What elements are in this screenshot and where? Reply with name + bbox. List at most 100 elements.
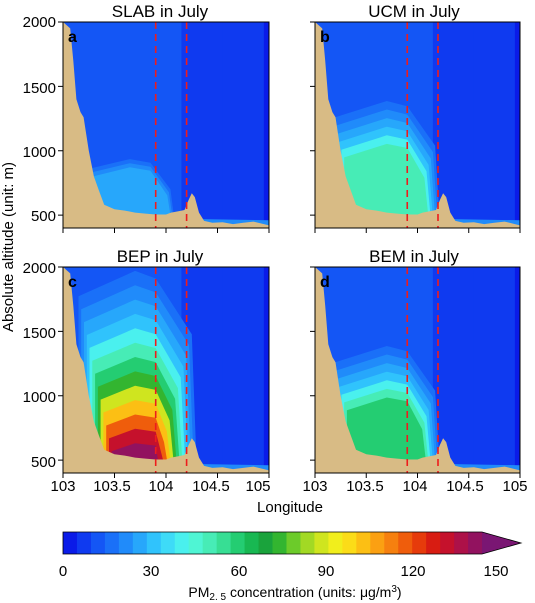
- x-tick-left-105: 105: [245, 478, 270, 495]
- colorbar-swatch: [104, 532, 120, 554]
- panel-c-plot-area: [58, 266, 270, 478]
- colorbar-swatch: [454, 532, 469, 554]
- x-tick-labels: 103 103.5 104 104.5 105 103 103.5 104 10…: [50, 478, 527, 495]
- terrain: [315, 22, 520, 228]
- field-band: [432, 22, 475, 228]
- plume-contour: [344, 143, 430, 228]
- colorbar: 0 30 60 90 120 150 PM2. 5 concentration …: [59, 531, 523, 603]
- colorbar-tick-120: 120: [400, 563, 425, 580]
- y-tick-bot-1500: 1500: [23, 325, 56, 342]
- colorbar-label-middle: concentration (units: μg/m: [226, 584, 391, 600]
- colorbar-label: PM2. 5 concentration (units: μg/m3): [188, 584, 401, 603]
- colorbar-swatch: [188, 532, 204, 554]
- colorbar-tick-30: 30: [143, 563, 160, 580]
- colorbar-swatch: [314, 532, 329, 554]
- x-tick-right-104.5: 104.5: [446, 478, 484, 495]
- panel-b-letter: b: [320, 29, 330, 46]
- x-tick-left-103: 103: [50, 478, 75, 495]
- x-tick-right-103.5: 103.5: [346, 478, 384, 495]
- terrain: [315, 267, 520, 473]
- terrain: [63, 267, 269, 473]
- colorbar-swatch: [90, 532, 106, 554]
- colorbar-outline: [62, 531, 523, 555]
- x-tick-right-104: 104: [402, 478, 427, 495]
- terrain: [63, 22, 269, 228]
- panel-d-letter: d: [320, 274, 330, 291]
- colorbar-swatch: [76, 532, 92, 554]
- colorbar-label-subscript: 2. 5: [209, 592, 226, 603]
- colorbar-ticks: 0 30 60 90 120 150: [59, 563, 509, 580]
- colorbar-swatch: [328, 532, 343, 554]
- x-tick-right-103: 103: [302, 478, 327, 495]
- colorbar-swatch: [426, 532, 441, 554]
- colorbar-swatch: [216, 532, 232, 554]
- colorbar-label-end: ): [397, 584, 402, 600]
- colorbar-swatch: [300, 532, 316, 554]
- panel-b: UCM in July b: [310, 2, 521, 233]
- x-tick-left-104.5: 104.5: [192, 478, 230, 495]
- colorbar-swatch: [202, 532, 218, 554]
- colorbar-swatch: [244, 532, 260, 554]
- y-axis-label: Absolute altitude (unit: m): [0, 162, 17, 332]
- colorbar-swatch: [468, 532, 483, 554]
- panel-a-title: SLAB in July: [112, 2, 209, 21]
- colorbar-swatch: [398, 532, 413, 554]
- y-tick-bot-500: 500: [31, 454, 56, 471]
- colorbar-swatch: [356, 532, 371, 554]
- panel-a-field: [63, 22, 269, 228]
- colorbar-swatch: [63, 532, 78, 554]
- panel-b-field: [315, 22, 520, 228]
- colorbar-swatch: [146, 532, 162, 554]
- x-tick-left-104: 104: [148, 478, 173, 495]
- y-tick-bot-1000: 1000: [23, 389, 56, 406]
- colorbar-tick-60: 60: [231, 563, 248, 580]
- field-band: [432, 267, 475, 473]
- colorbar-tick-150: 150: [483, 563, 508, 580]
- colorbar-swatch: [118, 532, 134, 554]
- colorbar-swatch: [258, 532, 274, 554]
- field-band: [514, 267, 520, 473]
- colorbar-label-prefix: PM: [188, 584, 209, 600]
- colorbar-swatch: [160, 532, 176, 554]
- y-tick-top-2000: 2000: [23, 14, 56, 31]
- field-band: [263, 22, 269, 228]
- colorbar-swatch: [370, 532, 385, 554]
- panel-a-plot-area: [58, 21, 270, 233]
- panel-d-field: [315, 267, 520, 473]
- x-tick-right-105: 105: [502, 478, 527, 495]
- colorbar-swatch: [384, 532, 399, 554]
- colorbar-label-superscript: 3: [391, 584, 397, 595]
- colorbar-swatch: [132, 532, 148, 554]
- colorbar-swatch: [174, 532, 190, 554]
- y-tick-bot-2000: 2000: [23, 260, 56, 277]
- field-band: [222, 267, 265, 473]
- colorbar-swatch: [230, 532, 246, 554]
- colorbar-tick-90: 90: [318, 563, 335, 580]
- panel-d-plot-area: [310, 266, 521, 478]
- panel-c-field: [63, 267, 269, 473]
- field-band: [222, 22, 265, 228]
- x-tick-left-103.5: 103.5: [93, 478, 131, 495]
- y-tick-top-1000: 1000: [23, 144, 56, 161]
- y-tick-top-1500: 1500: [23, 80, 56, 97]
- colorbar-swatches: [62, 531, 523, 555]
- panel-b-title: UCM in July: [368, 2, 460, 21]
- field-band: [514, 22, 520, 228]
- panel-c-letter: c: [68, 274, 77, 291]
- colorbar-extend-triangle: [482, 532, 521, 554]
- colorbar-swatch: [286, 532, 302, 554]
- panel-a: SLAB in July a: [58, 2, 270, 233]
- panel-d-title: BEM in July: [369, 247, 459, 266]
- field-band: [473, 267, 516, 473]
- colorbar-swatch: [342, 532, 357, 554]
- panel-b-plot-area: [310, 21, 521, 233]
- panel-c: BEP in July c: [58, 247, 270, 478]
- colorbar-swatch: [440, 532, 455, 554]
- colorbar-swatch: [412, 532, 427, 554]
- panel-a-letter: a: [68, 29, 77, 46]
- y-tick-top-500: 500: [31, 208, 56, 225]
- field-band: [181, 22, 224, 228]
- x-axis-label: Longitude: [257, 499, 323, 516]
- panel-c-title: BEP in July: [117, 247, 204, 266]
